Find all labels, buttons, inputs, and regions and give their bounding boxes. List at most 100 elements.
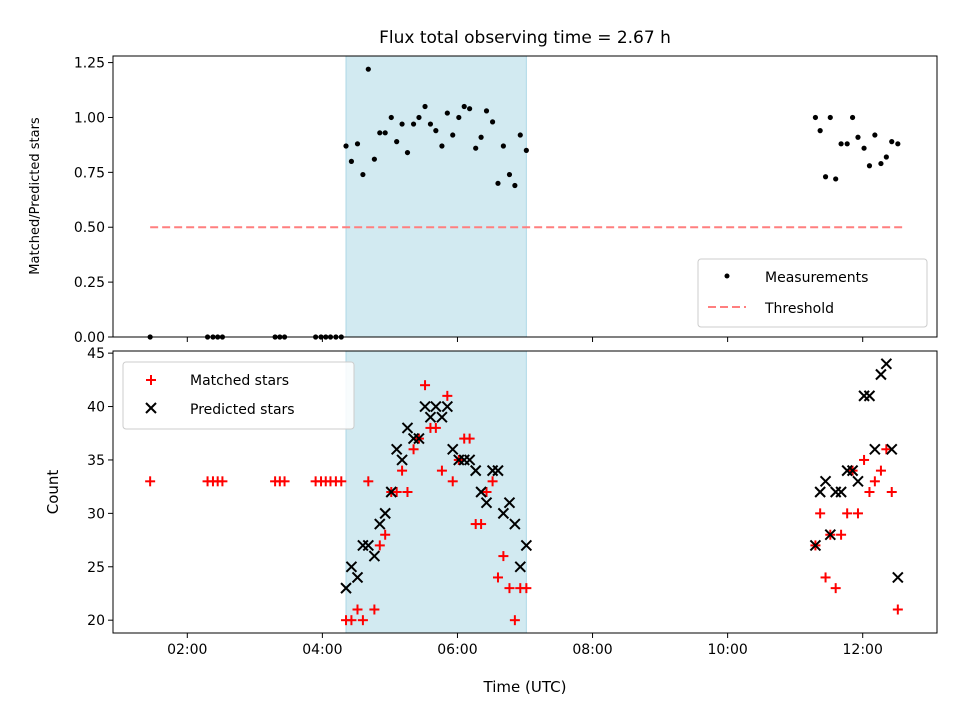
legend-measurements-marker [724, 273, 730, 279]
predicted-star-point [441, 400, 454, 413]
measurement-point [427, 121, 434, 127]
matched-star-point [852, 508, 863, 519]
measurement-point [433, 128, 439, 134]
y-tick-label: 0.00 [74, 330, 105, 346]
matched-star-point [881, 444, 892, 455]
matched-star-point [842, 508, 853, 519]
measurement-point [483, 108, 490, 114]
predicted-star-point [424, 411, 437, 423]
measurement-point [473, 145, 479, 151]
measurement-point [365, 66, 371, 72]
matched-star-point [217, 476, 228, 487]
y-tick-label: 30 [87, 506, 105, 522]
measurement-point [817, 128, 823, 134]
measurement-point [866, 163, 873, 169]
measurement-point [849, 114, 856, 121]
measurement-point [822, 174, 829, 180]
predicted-star-point [436, 411, 448, 423]
top-legend: Measurements Threshold [697, 258, 928, 328]
predicted-star-point [379, 507, 391, 520]
predicted-star-point [869, 443, 881, 455]
legend-matched-label: Matched stars [190, 373, 289, 389]
predicted-star-point [368, 550, 381, 562]
measurement-point [377, 130, 383, 136]
measurement-point [495, 180, 501, 186]
bottom-y-ticks: 20 25 30 35 40 45 [87, 346, 113, 629]
y-tick-label: 1.25 [74, 56, 105, 72]
measurement-point [343, 143, 349, 149]
y-tick-label: 0.25 [74, 275, 105, 291]
measurement-point [878, 160, 884, 167]
matched-star-point [509, 615, 520, 626]
matched-star-point [436, 465, 447, 476]
y-tick-label: 0.75 [74, 165, 105, 181]
matched-star-point [498, 551, 509, 562]
matched-star-point [892, 604, 903, 615]
predicted-star-point [469, 464, 482, 477]
predicted-star-point [852, 475, 864, 488]
measurement-point [456, 114, 462, 121]
legend-measurements-label: Measurements [765, 270, 868, 286]
measurement-point [354, 141, 361, 147]
matched-star-point [408, 444, 419, 455]
measurement-point [478, 134, 484, 140]
predicted-star-point [875, 368, 887, 381]
predicted-star-point [430, 400, 442, 413]
top-y-axis-label: Matched/Predicted stars [28, 117, 43, 275]
predicted-star-point [497, 507, 510, 520]
predicted-star-point [345, 561, 358, 573]
predicted-star-point [351, 571, 364, 584]
matched-star-point [346, 615, 357, 626]
predicted-star-point [480, 496, 493, 509]
measurement-point [812, 114, 819, 121]
x-tick-label: 08:00 [572, 642, 612, 658]
matched-star-point [492, 572, 503, 583]
legend-predicted-marker [145, 402, 157, 414]
y-tick-label: 45 [87, 346, 105, 362]
x-tick-label: 12:00 [843, 642, 883, 658]
predicted-star-point [880, 358, 893, 370]
top-legend-box [697, 258, 928, 328]
matched-star-point [875, 465, 886, 476]
predicted-star-point [835, 486, 847, 498]
matched-star-point [487, 476, 498, 487]
matched-star-point [447, 476, 458, 487]
predicted-star-point [863, 390, 876, 402]
matched-star-point [836, 529, 847, 540]
y-tick-label: 1.00 [74, 110, 105, 126]
predicted-star-point [362, 539, 375, 552]
top-series [147, 66, 904, 340]
measurement-point [416, 114, 422, 121]
matched-star-point [145, 476, 156, 487]
predicted-star-point [809, 539, 822, 552]
matched-star-point [521, 583, 532, 594]
x-axis-label: Time (UTC) [483, 678, 567, 696]
top-axes-frame [112, 55, 938, 338]
matched-star-point [442, 390, 453, 401]
top-panel: 0.00 0.25 0.50 0.75 1.00 1.25 Flux total obse… [28, 28, 938, 346]
measurement-point [512, 182, 518, 189]
y-tick-label: 35 [87, 453, 105, 469]
measurement-point [388, 114, 394, 121]
predicted-star-point [396, 454, 408, 466]
measurement-point [517, 132, 523, 138]
predicted-star-point [463, 454, 476, 466]
measurement-point [394, 139, 400, 145]
matched-star-point [464, 433, 475, 444]
predicted-star-point [419, 400, 431, 413]
matched-star-point [369, 604, 380, 615]
matched-star-point [363, 476, 374, 487]
measurement-point [399, 121, 405, 127]
predicted-star-point [492, 464, 504, 477]
predicted-star-point [447, 443, 459, 455]
measurement-point [883, 154, 889, 160]
measurement-point [444, 110, 450, 116]
matched-star-point [830, 583, 841, 594]
x-tick-label: 10:00 [707, 642, 747, 658]
matched-star-point [279, 476, 290, 487]
predicted-star-point [374, 518, 386, 530]
matched-star-point [374, 540, 385, 551]
measurement-point [889, 139, 895, 145]
matched-star-point [380, 529, 391, 540]
